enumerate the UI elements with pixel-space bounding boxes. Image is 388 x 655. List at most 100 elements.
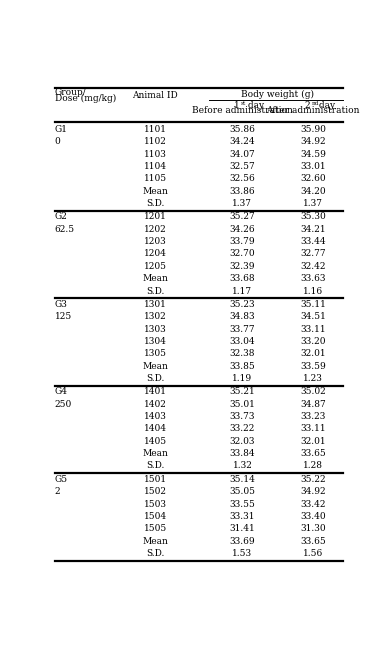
Text: 34.20: 34.20 [300,187,326,196]
Text: 1104: 1104 [144,162,167,171]
Text: 33.01: 33.01 [300,162,326,171]
Text: 1101: 1101 [144,125,167,134]
Text: 1401: 1401 [144,387,167,396]
Text: 35.22: 35.22 [300,475,326,484]
Text: 31.41: 31.41 [230,524,255,533]
Text: 35.11: 35.11 [300,300,326,309]
Text: 34.87: 34.87 [300,400,326,409]
Text: 32.77: 32.77 [300,250,326,259]
Text: 33.63: 33.63 [300,274,326,283]
Text: nd: nd [312,102,319,106]
Text: 1403: 1403 [144,412,167,421]
Text: Mean: Mean [142,362,168,371]
Text: G4: G4 [54,387,68,396]
Text: Mean: Mean [142,274,168,283]
Text: 2: 2 [54,487,60,496]
Text: Before administration: Before administration [192,106,293,115]
Text: Mean: Mean [142,187,168,196]
Text: S.D.: S.D. [146,549,165,558]
Text: 34.26: 34.26 [230,225,255,234]
Text: 33.23: 33.23 [300,412,326,421]
Text: 33.69: 33.69 [230,536,255,546]
Text: 1501: 1501 [144,475,167,484]
Text: 0: 0 [54,138,60,146]
Text: 1502: 1502 [144,487,167,496]
Text: 33.65: 33.65 [300,536,326,546]
Text: 62.5: 62.5 [54,225,74,234]
Text: 33.77: 33.77 [230,325,255,333]
Text: 1.37: 1.37 [303,199,323,208]
Text: 33.68: 33.68 [230,274,255,283]
Text: 1.37: 1.37 [232,199,253,208]
Text: 32.42: 32.42 [300,262,326,271]
Text: 33.59: 33.59 [300,362,326,371]
Text: 32.56: 32.56 [230,174,255,183]
Text: 1304: 1304 [144,337,167,346]
Text: 32.60: 32.60 [300,174,326,183]
Text: 32.70: 32.70 [230,250,255,259]
Text: Mean: Mean [142,449,168,458]
Text: 33.11: 33.11 [300,424,326,434]
Text: 1: 1 [234,101,239,110]
Text: 33.20: 33.20 [300,337,326,346]
Text: After administration: After administration [267,106,360,115]
Text: 35.23: 35.23 [230,300,255,309]
Text: 34.51: 34.51 [300,312,326,321]
Text: 125: 125 [54,312,72,321]
Text: 35.01: 35.01 [230,400,255,409]
Text: 35.27: 35.27 [230,212,255,221]
Text: day: day [315,101,334,110]
Text: 1203: 1203 [144,237,166,246]
Text: 1102: 1102 [144,138,167,146]
Text: 33.85: 33.85 [230,362,255,371]
Text: 33.42: 33.42 [300,500,326,508]
Text: 250: 250 [54,400,72,409]
Text: 33.04: 33.04 [230,337,255,346]
Text: 1503: 1503 [144,500,167,508]
Text: 1201: 1201 [144,212,167,221]
Text: 33.55: 33.55 [230,500,255,508]
Text: G5: G5 [54,475,68,484]
Text: Body weight (g): Body weight (g) [241,90,314,99]
Text: 33.44: 33.44 [300,237,326,246]
Text: G1: G1 [54,125,68,134]
Text: 1.17: 1.17 [232,286,253,295]
Text: 34.83: 34.83 [230,312,255,321]
Text: 32.01: 32.01 [300,349,326,358]
Text: 34.59: 34.59 [300,149,326,159]
Text: 1.23: 1.23 [303,374,323,383]
Text: G3: G3 [54,300,68,309]
Text: 35.02: 35.02 [300,387,326,396]
Text: 34.24: 34.24 [230,138,255,146]
Text: 1105: 1105 [144,174,167,183]
Text: 33.84: 33.84 [230,449,255,458]
Text: 34.21: 34.21 [300,225,326,234]
Text: 35.05: 35.05 [229,487,255,496]
Text: 32.03: 32.03 [230,437,255,446]
Text: 33.40: 33.40 [300,512,326,521]
Text: 1.53: 1.53 [232,549,253,558]
Text: G2: G2 [54,212,68,221]
Text: 1402: 1402 [144,400,167,409]
Text: 34.92: 34.92 [300,138,326,146]
Text: S.D.: S.D. [146,286,165,295]
Text: 1405: 1405 [144,437,167,446]
Text: 1.56: 1.56 [303,549,323,558]
Text: 33.11: 33.11 [300,325,326,333]
Text: 1.32: 1.32 [232,462,252,470]
Text: 1305: 1305 [144,349,167,358]
Text: 1505: 1505 [144,524,167,533]
Text: 1404: 1404 [144,424,167,434]
Text: 1204: 1204 [144,250,167,259]
Text: 33.86: 33.86 [230,187,255,196]
Text: 34.92: 34.92 [300,487,326,496]
Text: Group/: Group/ [54,88,86,97]
Text: 35.14: 35.14 [230,475,255,484]
Text: 1103: 1103 [144,149,167,159]
Text: day: day [245,101,264,110]
Text: 33.31: 33.31 [230,512,255,521]
Text: 35.90: 35.90 [300,125,326,134]
Text: S.D.: S.D. [146,199,165,208]
Text: 1.16: 1.16 [303,286,323,295]
Text: S.D.: S.D. [146,462,165,470]
